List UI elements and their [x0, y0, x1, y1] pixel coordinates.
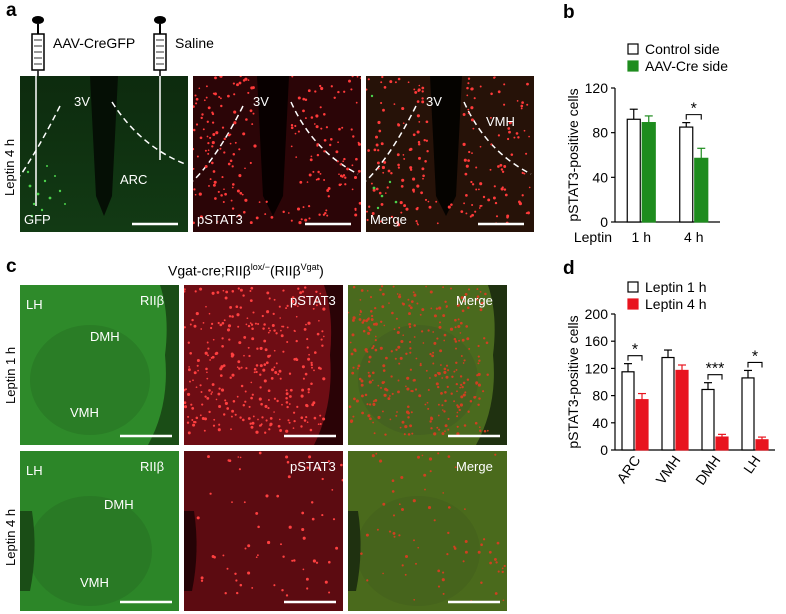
y-tick-label: 0	[600, 214, 608, 230]
syringe-icon	[153, 16, 167, 76]
legend-swatch	[627, 43, 639, 55]
label-dmh: DMH	[90, 329, 120, 344]
title-superscript: Vgat	[300, 262, 320, 272]
image-corner-label: RIIβ	[140, 293, 165, 308]
significance-bracket	[747, 361, 763, 368]
bar	[621, 371, 635, 451]
title-genotype-end: )	[319, 262, 324, 279]
significance-label: *	[691, 101, 697, 118]
y-tick-label: 80	[592, 388, 608, 404]
y-tick-label: 0	[600, 442, 608, 458]
image-corner-label: Merge	[456, 293, 493, 308]
label-arc: ARC	[120, 172, 148, 187]
micrograph-pstat3-1h: pSTAT3	[184, 285, 343, 445]
image-corner-label: pSTAT3	[290, 459, 336, 474]
micrograph-merge: 3V VMH Merge	[366, 76, 534, 232]
title-genotype-mid: (RIIβ	[270, 262, 301, 279]
label-lh: LH	[26, 297, 43, 312]
label-lh: LH	[26, 463, 43, 478]
micrograph-gfp: 3V ARC GFP	[20, 76, 188, 232]
label-vmh: VMH	[70, 405, 99, 420]
x-tick-label: VMH	[652, 453, 683, 488]
y-tick-label: 120	[585, 80, 609, 96]
row-label-leptin-4h: Leptin 4 h	[2, 138, 17, 196]
micrograph-pstat3-4h: pSTAT3	[184, 451, 343, 611]
bar	[626, 118, 641, 223]
x-tick-label: ARC	[613, 453, 643, 486]
row-label-leptin-1h: Leptin 1 h	[3, 346, 18, 404]
x-axis-label: Leptin	[574, 229, 612, 245]
legend-label: Leptin 1 h	[645, 279, 707, 295]
label-3v: 3V	[426, 94, 442, 109]
image-corner-label: RIIβ	[140, 459, 165, 474]
y-tick-label: 120	[585, 360, 609, 376]
panel-c-title: Vgat-cre;RIIβlox/−(RIIβVgat)	[168, 262, 324, 279]
micrograph-merge-1h: Merge	[348, 285, 507, 445]
label-vmh: VMH	[80, 575, 109, 590]
y-tick-label: 160	[585, 333, 609, 349]
bar	[661, 356, 675, 451]
bar	[679, 126, 694, 223]
bar	[715, 436, 729, 451]
y-axis-label: pSTAT3-positive cells	[565, 315, 581, 448]
image-corner-label: pSTAT3	[197, 212, 243, 227]
micrograph-riib-4h: LH DMH VMH RIIβ	[20, 451, 179, 611]
micrograph-merge-4h: Merge	[348, 451, 507, 611]
bar	[635, 399, 649, 451]
x-tick-label: DMH	[692, 453, 723, 488]
legend-label: Leptin 4 h	[645, 296, 707, 312]
bar	[694, 157, 709, 223]
y-tick-label: 80	[592, 125, 608, 141]
label-dmh: DMH	[104, 497, 134, 512]
y-axis-label: pSTAT3-positive cells	[565, 88, 581, 221]
x-tick-label: 1 h	[632, 229, 651, 245]
bar	[641, 122, 656, 223]
row-label-leptin-4h: Leptin 4 h	[3, 508, 18, 566]
panel-letter-b: b	[563, 2, 575, 23]
image-corner-label: GFP	[24, 212, 51, 227]
label-vmh: VMH	[486, 114, 515, 129]
injection-label-left: AAV-CreGFP	[53, 35, 136, 51]
injection-label-right: Saline	[175, 35, 214, 51]
legend-label: Control side	[645, 41, 720, 57]
bar	[741, 377, 755, 451]
panel-letter-d: d	[563, 258, 575, 279]
micrograph-pstat3: 3V pSTAT3	[193, 76, 361, 232]
legend-swatch	[627, 60, 639, 72]
legend-label: AAV-Cre side	[645, 58, 728, 74]
significance-bracket	[685, 114, 702, 120]
x-tick-label: 4 h	[684, 229, 703, 245]
image-corner-label: Merge	[370, 212, 407, 227]
panel-letter-a: a	[6, 0, 17, 21]
legend-swatch	[627, 281, 639, 293]
y-tick-label: 200	[585, 306, 609, 322]
micrograph-riib-1h: LH DMH VMH RIIβ	[20, 285, 179, 445]
label-3v: 3V	[74, 94, 90, 109]
significance-label: *	[632, 342, 638, 359]
significance-bracket	[627, 355, 643, 361]
significance-label: ***	[706, 361, 725, 378]
label-3v: 3V	[253, 94, 269, 109]
bar	[755, 439, 769, 451]
x-tick-label: LH	[740, 453, 763, 477]
title-genotype: Vgat-cre;RIIβ	[168, 262, 251, 279]
significance-bracket	[707, 374, 723, 380]
image-corner-label: pSTAT3	[290, 293, 336, 308]
image-corner-label: Merge	[456, 459, 493, 474]
y-tick-label: 40	[592, 415, 608, 431]
title-superscript: lox/−	[250, 262, 271, 272]
panel-letter-c: c	[6, 256, 17, 277]
bar	[675, 369, 689, 451]
legend-swatch	[627, 298, 639, 310]
y-tick-label: 40	[592, 169, 608, 185]
significance-label: *	[752, 348, 758, 365]
bar	[701, 388, 715, 451]
